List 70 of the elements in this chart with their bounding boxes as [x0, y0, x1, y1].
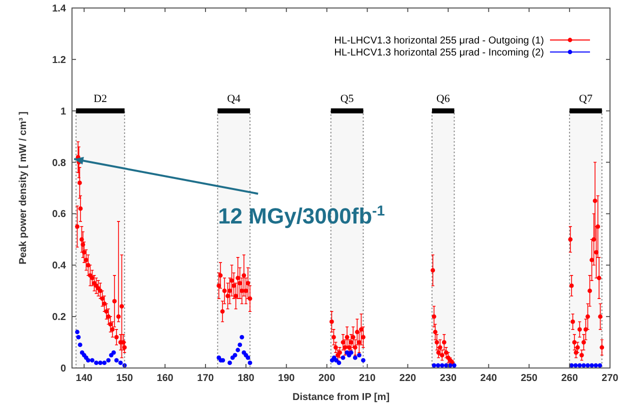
point: [86, 358, 90, 362]
point: [573, 363, 578, 368]
band-label: Q6: [436, 92, 450, 105]
y-tick-label: 1.2: [52, 54, 66, 66]
point: [246, 356, 250, 360]
point: [348, 350, 354, 355]
x-tick-label: 180: [238, 373, 255, 384]
x-tick-label: 270: [602, 373, 619, 384]
point: [102, 360, 107, 366]
x-tick-label: 240: [480, 373, 498, 384]
point: [98, 360, 103, 366]
point: [94, 360, 98, 366]
y-tick-label: 0.2: [52, 312, 66, 324]
band-label: Q7: [579, 92, 593, 105]
point: [432, 363, 436, 368]
point: [440, 363, 444, 368]
point: [76, 334, 81, 340]
point: [232, 352, 238, 358]
point: [577, 363, 582, 368]
x-tick-label: 250: [520, 373, 538, 384]
point: [118, 360, 123, 366]
point: [111, 350, 116, 355]
y-tick-label: 0.8: [52, 158, 66, 169]
x-tick-label: 190: [278, 373, 296, 384]
point: [357, 352, 362, 358]
x-tick-label: 260: [561, 373, 578, 384]
point: [334, 358, 338, 362]
point: [436, 363, 440, 368]
x-tick-label: 200: [318, 373, 336, 384]
y-tick-label: 0.6: [52, 209, 66, 220]
legend-label: HL-LHCV1.3 horizontal 255 μrad - Outgoing (1): [334, 36, 544, 46]
x-tick-label: 220: [399, 373, 417, 384]
point: [452, 363, 456, 368]
point: [594, 363, 598, 368]
point: [238, 342, 242, 348]
x-tick-label: 210: [358, 373, 376, 384]
band-label: Q5: [340, 92, 354, 105]
legend-label: HL-LHCV1.3 horizontal 255 μrad - Incoming (2): [334, 48, 544, 58]
x-tick-label: 160: [156, 373, 174, 384]
y-tick-label: 1.4: [52, 4, 66, 14]
x-axis-title: Distance from IP [m]: [292, 392, 390, 403]
point: [586, 363, 590, 368]
band-label: Q4: [227, 92, 242, 105]
point: [590, 363, 594, 368]
x-tick-label: 150: [116, 373, 134, 384]
point: [90, 358, 94, 362]
point: [248, 360, 252, 366]
point: [106, 358, 111, 362]
point: [336, 360, 342, 366]
y-tick-label: 1: [60, 106, 66, 118]
point: [75, 330, 80, 334]
annotation: 12 MGy/3000fb$^{-1}$: [218, 204, 385, 229]
point: [240, 334, 244, 340]
y-tick-label: 0: [60, 364, 66, 374]
point: [361, 358, 366, 362]
x-tick-label: 140: [76, 373, 93, 384]
x-tick-label: 170: [197, 373, 214, 384]
point: [114, 358, 119, 362]
point: [228, 360, 232, 366]
point: [582, 363, 586, 368]
point: [236, 348, 240, 352]
y-axis-title: Peak power density [ mW / cm³ ]: [18, 112, 29, 264]
band-label: D2: [94, 92, 108, 105]
x-tick-label: 230: [440, 373, 457, 384]
point: [598, 363, 602, 368]
point: [352, 356, 358, 360]
point: [78, 342, 82, 348]
point: [109, 352, 114, 358]
y-tick-label: 0.4: [52, 260, 66, 272]
point: [340, 356, 346, 360]
